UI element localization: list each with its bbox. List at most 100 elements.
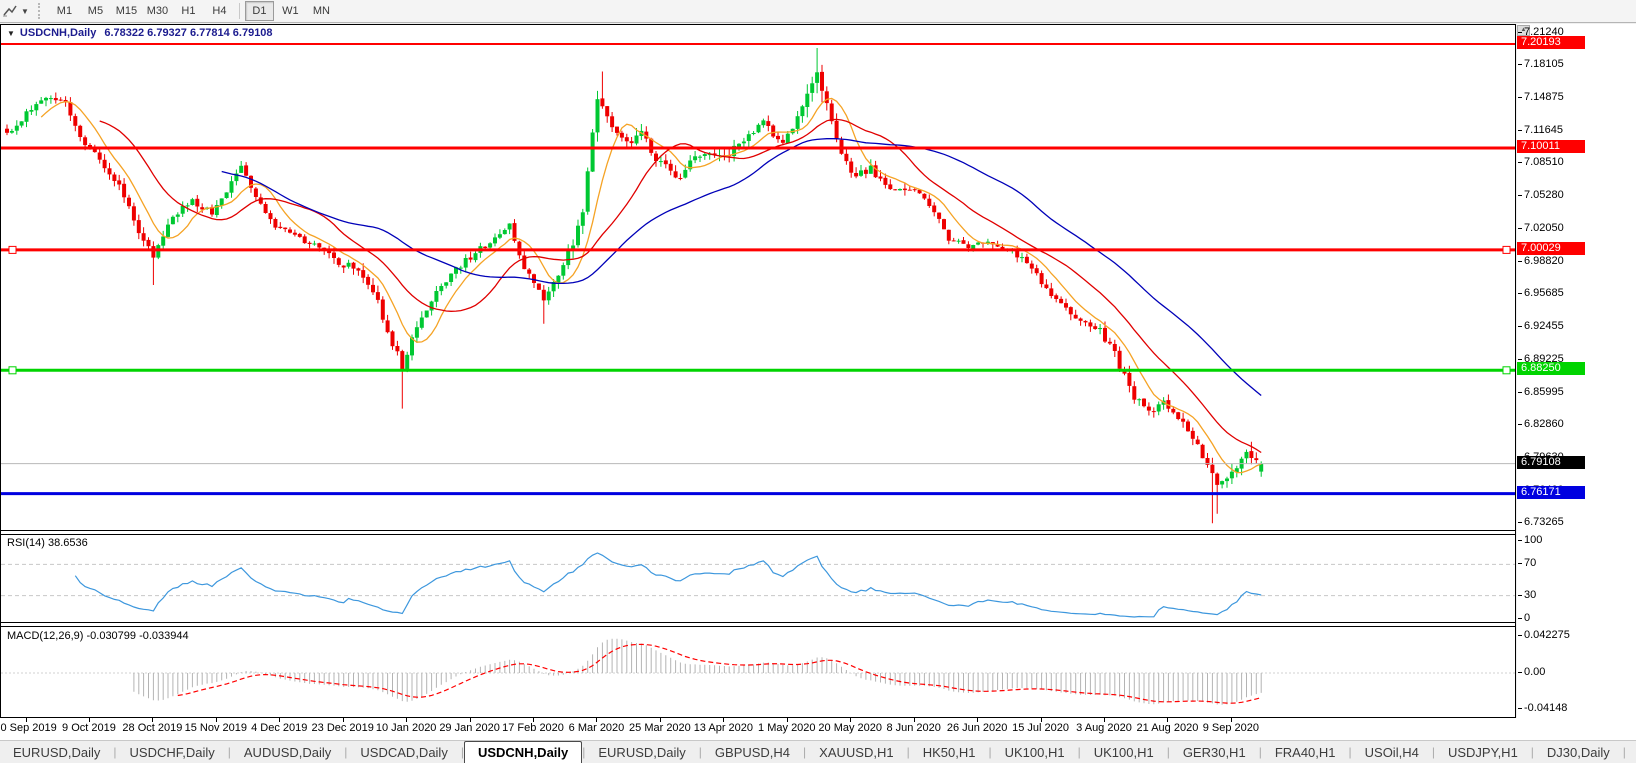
tab-separator: | xyxy=(803,745,807,759)
timeframe-button-m15[interactable]: M15 xyxy=(115,5,138,17)
rsi-indicator-label: RSI(14) 38.6536 xyxy=(7,537,88,549)
date-tick xyxy=(279,718,281,722)
date-tick xyxy=(977,718,979,722)
date-tick xyxy=(596,718,598,722)
date-axis-label: 9 Sep 2020 xyxy=(1202,722,1260,734)
chart-title-bar[interactable]: ▼ USDCNH,Daily 6.78322 6.79327 6.77814 6… xyxy=(1,25,1515,41)
price-level-label: 7.20193 xyxy=(1517,36,1585,49)
date-tick xyxy=(786,718,788,722)
tab-separator: | xyxy=(906,745,910,759)
date-axis-label: 9 Oct 2019 xyxy=(62,722,116,734)
collapse-caret-icon[interactable]: ▼ xyxy=(7,28,15,38)
tool-dropdown-caret[interactable]: ▼ xyxy=(21,6,29,16)
tab-separator: | xyxy=(1077,745,1081,759)
chart-tab-usdjpy-h1[interactable]: USDJPY,H1 xyxy=(1447,744,1518,760)
price-axis-tick: 6.95685 xyxy=(1518,287,1564,300)
price-axis-tick: 7.18105 xyxy=(1518,58,1564,71)
timeframe-toolbar: ▼ M1 M5 M15 M30 H1 H4 D1 W1 MN xyxy=(0,0,1636,23)
axis-scroll-button[interactable]: ▲ xyxy=(1517,25,1530,36)
chart-symbol-title: USDCNH,Daily xyxy=(19,27,97,39)
tab-separator: | xyxy=(698,745,702,759)
toolbar-grip[interactable] xyxy=(37,3,44,19)
price-level-label: 7.00029 xyxy=(1517,241,1585,255)
price-level-label: 6.79108 xyxy=(1517,455,1585,469)
chart-tab-eurusd-daily[interactable]: EURUSD,Daily xyxy=(13,744,101,760)
price-level-label: 6.88250 xyxy=(1517,362,1585,376)
macd-indicator-label: MACD(12,26,9) -0.030799 -0.033944 xyxy=(7,630,189,642)
timeframe-button-h4[interactable]: H4 xyxy=(212,5,227,17)
date-tick xyxy=(1040,718,1042,722)
chart-tab-usdcad-daily[interactable]: USDCAD,Daily xyxy=(360,744,448,760)
price-axis[interactable]: ▲ 7.21240 7.18105 7.14875 7.11645 7.08510 7.0… xyxy=(1517,24,1636,718)
date-tick xyxy=(342,718,344,722)
chart-tab-usdcnh-daily[interactable]: USDCNH,Daily xyxy=(463,741,583,763)
date-axis-label: 8 Jun 2020 xyxy=(886,722,941,734)
date-axis-label: 20 May 2020 xyxy=(818,722,883,734)
date-axis[interactable]: 20 Sep 2019 9 Oct 2019 28 Oct 2019 15 Nov 2… xyxy=(0,718,1636,740)
date-tick xyxy=(88,718,90,722)
date-axis-label: 3 Aug 2020 xyxy=(1076,722,1132,734)
macd-axis-tick: -0.04148 xyxy=(1517,702,1568,715)
chart-tab-ger30-h1[interactable]: GER30,H1 xyxy=(1182,744,1246,760)
tab-separator: | xyxy=(460,745,464,759)
date-tick xyxy=(406,718,408,722)
tab-separator: | xyxy=(344,745,348,759)
chart-tab-uk100-h1[interactable]: UK100,H1 xyxy=(1093,744,1154,760)
chart-tab-dj30-daily[interactable]: DJ30,Daily xyxy=(1546,744,1610,760)
date-axis-label: 26 Jun 2020 xyxy=(946,722,1008,734)
tab-separator: | xyxy=(1431,745,1435,759)
price-axis-tick: 6.85995 xyxy=(1518,386,1564,399)
rsi-axis-tick: 30 xyxy=(1517,588,1537,601)
timeframe-button-h1[interactable]: H1 xyxy=(181,5,196,17)
price-axis-tick: 7.05280 xyxy=(1518,189,1564,202)
tab-separator: | xyxy=(227,745,231,759)
chart-tab-fra40-h1[interactable]: FRA40,H1 xyxy=(1274,744,1336,760)
chart-tab-xauusd-h1[interactable]: XAUUSD,H1 xyxy=(819,744,894,760)
price-axis-tick: 7.14875 xyxy=(1518,91,1564,104)
timeframe-buttons: M1 M5 M15 M30 H1 H4 D1 W1 MN xyxy=(49,1,337,21)
macd-axis-tick: 0.00 xyxy=(1517,666,1546,678)
timeframe-button-m30[interactable]: M30 xyxy=(146,5,169,17)
price-axis-tick: 7.21240 xyxy=(1518,26,1564,39)
timeframe-button-mn[interactable]: MN xyxy=(312,5,330,17)
date-tick xyxy=(533,718,535,722)
date-axis-label: 13 Apr 2020 xyxy=(693,722,754,734)
date-tick xyxy=(1230,718,1232,722)
price-axis-tick: 6.82860 xyxy=(1518,418,1564,431)
price-axis-tick: 6.98820 xyxy=(1518,255,1564,268)
date-tick xyxy=(1167,718,1169,722)
chart-tab-hk50-h1[interactable]: HK50,H1 xyxy=(922,744,976,760)
date-axis-label: 4 Dec 2019 xyxy=(251,722,308,734)
tab-separator: | xyxy=(1622,745,1626,759)
chart-window[interactable]: ▼ USDCNH,Daily 6.78322 6.79327 6.77814 6… xyxy=(0,24,1516,718)
timeframe-button-w1[interactable]: W1 xyxy=(282,5,299,17)
price-axis-tick: 7.02050 xyxy=(1518,222,1564,235)
date-axis-label: 1 May 2020 xyxy=(758,722,816,734)
chart-ohlc-values: 6.78322 6.79327 6.77814 6.79108 xyxy=(104,27,273,39)
chart-tab-usoil-h4[interactable]: USOil,H4 xyxy=(1364,744,1419,760)
chart-tab-usdchf-daily[interactable]: USDCHF,Daily xyxy=(129,744,215,760)
date-axis-label: 21 Aug 2020 xyxy=(1136,722,1199,734)
tab-separator: | xyxy=(113,745,117,759)
price-axis-tick: 6.92455 xyxy=(1518,320,1564,333)
cursor-tool-button[interactable]: ▼ xyxy=(0,0,33,22)
tab-separator: | xyxy=(988,745,992,759)
date-tick xyxy=(913,718,915,722)
price-chart-canvas[interactable] xyxy=(1,25,1515,717)
rsi-axis-tick: 100 xyxy=(1517,534,1543,546)
date-axis-label: 15 Nov 2019 xyxy=(184,722,248,734)
chart-tab-gbpusd-h4[interactable]: GBPUSD,H4 xyxy=(714,744,791,760)
timeframe-button-m5[interactable]: M5 xyxy=(87,5,104,17)
timeframe-button-m1[interactable]: M1 xyxy=(56,5,73,17)
date-axis-label: 23 Dec 2019 xyxy=(311,722,374,734)
chart-tab-china300-h1[interactable]: CHINA300,H1 xyxy=(1626,741,1636,763)
date-axis-label: 20 Sep 2019 xyxy=(0,722,57,734)
chart-tab-eurusd-daily[interactable]: EURUSD,Daily xyxy=(598,744,686,760)
timeframe-button-d1[interactable]: D1 xyxy=(244,1,274,21)
macd-axis-tick: 0.042275 xyxy=(1518,629,1570,641)
date-axis-label: 28 Oct 2019 xyxy=(122,722,183,734)
tab-separator: | xyxy=(1530,745,1534,759)
chart-tab-audusd-daily[interactable]: AUDUSD,Daily xyxy=(243,744,332,760)
chart-tab-uk100-h1[interactable]: UK100,H1 xyxy=(1004,744,1065,760)
